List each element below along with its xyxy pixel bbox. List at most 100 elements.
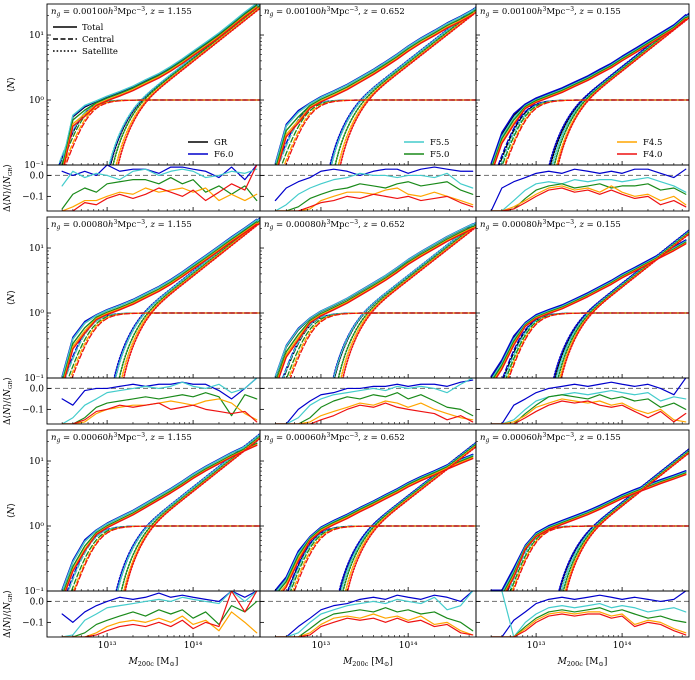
ratio-line-F6.0 xyxy=(274,379,474,424)
total-line-F4.5 xyxy=(277,13,474,165)
total-line-F5.0 xyxy=(275,11,474,165)
ratio-line-F6.0 xyxy=(490,168,687,211)
panel-title: ng = 0.00100h3Mpc−3, z = 1.155 xyxy=(51,6,192,18)
total-line-F5.5 xyxy=(274,223,474,378)
hod-curves xyxy=(274,6,476,165)
satellite-line-F5.0 xyxy=(118,219,260,378)
total-line-F4.0 xyxy=(282,457,474,591)
satellite-line-F6.0 xyxy=(109,4,260,165)
ratio-line-F5.5 xyxy=(490,389,687,424)
linestyle-legend: Total Central Satellite xyxy=(53,23,118,57)
ratio-axis-label: Δ⟨N⟩/⟨NGR⟩ xyxy=(3,164,14,212)
satellite-line-F5.5 xyxy=(333,221,476,378)
total-line-F5.5 xyxy=(491,15,687,165)
ratio-frame xyxy=(46,590,261,638)
legend-label-F5.0: F5.0 xyxy=(430,150,449,160)
hod-curves xyxy=(490,229,689,378)
legend-label-F6.0: F6.0 xyxy=(214,150,233,160)
satellite-line-GR xyxy=(549,13,689,165)
central-line-F4.0 xyxy=(71,312,260,378)
ratio-curves xyxy=(476,168,689,211)
ratio-axis-label: Δ⟨N⟩/⟨NGR⟩ xyxy=(3,377,14,425)
ratio-line-F4.0 xyxy=(490,400,687,424)
satellite-line-F4.5 xyxy=(559,232,689,378)
panel-7: ng = 0.00060h3Mpc−3, z = 0.652 10¹³ 10¹⁴ xyxy=(259,429,477,651)
total-line-F4.0 xyxy=(63,7,258,165)
ratio-line-F4.0 xyxy=(274,402,474,424)
satellite-line-F4.5 xyxy=(340,225,476,378)
ratio-line-F5.5 xyxy=(61,378,258,424)
ratio-line-F6.0 xyxy=(490,378,687,424)
hod-curves xyxy=(61,433,260,591)
panel-4: ng = 0.00080h3Mpc−3, z = 0.652 xyxy=(259,216,477,425)
x-tick-label: 10¹⁴ xyxy=(399,641,418,651)
ratio-line-F4.0 xyxy=(274,193,474,211)
satellite-line-GR xyxy=(109,4,260,165)
x-axis-label: M200c [M⊙] xyxy=(342,657,393,668)
total-line-F5.0 xyxy=(62,4,258,165)
total-line-F5.0 xyxy=(63,442,258,591)
ratio-line-F5.0 xyxy=(61,392,258,424)
central-line-F6.0 xyxy=(66,525,260,591)
model-legend: GR F6.0 xyxy=(188,138,233,160)
panel-2: ng = 0.00100h3Mpc−3, z = 0.155 F4.5 F4.0 xyxy=(475,3,690,212)
ratio-line-F4.5 xyxy=(274,400,474,424)
total-line-F4.5 xyxy=(64,443,258,591)
ratio-frame xyxy=(475,164,690,212)
ratio-line-F4.0 xyxy=(61,165,258,211)
satellite-line-F4.0 xyxy=(342,226,476,378)
y-tick-label: 10⁰ xyxy=(29,522,44,532)
ratio-curves xyxy=(47,165,260,211)
ratio-axis-label: Δ⟨N⟩/⟨NGR⟩ xyxy=(3,590,14,638)
ratio-line-F5.5 xyxy=(490,176,687,211)
ratio-line-F5.5 xyxy=(61,168,258,187)
ratio-line-F5.5 xyxy=(274,378,474,424)
ratio-line-F4.0 xyxy=(274,617,474,637)
satellite-line-F6.0 xyxy=(552,229,689,378)
total-line-F6.0 xyxy=(274,453,474,591)
ratio-line-F5.0 xyxy=(274,607,474,637)
y-tick-label: 10⁰ xyxy=(29,96,44,106)
central-line-GR xyxy=(282,312,476,378)
total-line-F4.5 xyxy=(277,227,474,378)
y-tick-label: 10¹ xyxy=(29,31,44,41)
legend-label-GR: GR xyxy=(214,138,228,148)
satellite-line-F4.0 xyxy=(123,222,260,378)
ratio-tick-label: −0.1 xyxy=(22,405,44,415)
total-line-F4.0 xyxy=(64,444,258,591)
panel-5: ng = 0.00080h3Mpc−3, z = 0.155 xyxy=(475,216,690,425)
total-line-F4.5 xyxy=(280,456,474,591)
satellite-line-F4.0 xyxy=(560,233,689,378)
panel-title: ng = 0.00080h3Mpc−3, z = 0.652 xyxy=(264,219,405,231)
ratio-line-F4.0 xyxy=(61,591,258,637)
ratio-line-F4.5 xyxy=(490,611,687,637)
total-line-F5.0 xyxy=(277,455,474,591)
ratio-tick-label: −0.1 xyxy=(22,618,44,628)
central-line-F4.5 xyxy=(72,525,260,591)
ratio-line-F6.0 xyxy=(274,591,474,637)
ratio-curves xyxy=(260,166,476,211)
ratio-line-F4.5 xyxy=(61,611,258,637)
legend-label-total: Total xyxy=(82,23,104,33)
satellite-line-F5.5 xyxy=(555,230,689,378)
total-line-F4.0 xyxy=(505,473,687,591)
ratio-line-F5.0 xyxy=(490,183,687,211)
total-line-F5.0 xyxy=(62,221,258,378)
hod-curves xyxy=(490,448,689,591)
panel-title: ng = 0.00060h3Mpc−3, z = 1.155 xyxy=(51,432,192,444)
panel-1: ng = 0.00100h3Mpc−3, z = 0.652 F5.5 F5.0 xyxy=(259,3,477,212)
total-line-F5.5 xyxy=(274,9,474,165)
central-line-F4.0 xyxy=(293,525,476,591)
y-axis-label: ⟨N⟩ xyxy=(7,503,17,518)
ratio-line-F6.0 xyxy=(490,591,687,637)
total-line-F5.0 xyxy=(276,225,474,378)
total-line-F6.0 xyxy=(274,223,474,378)
central-line-F4.5 xyxy=(283,99,476,165)
central-line-F5.5 xyxy=(67,525,260,591)
total-line-F4.0 xyxy=(493,18,687,165)
total-line-F5.5 xyxy=(275,454,474,591)
satellite-line-F4.5 xyxy=(344,444,476,591)
x-tick-label: 10¹³ xyxy=(312,641,331,651)
hod-frame xyxy=(475,429,690,592)
